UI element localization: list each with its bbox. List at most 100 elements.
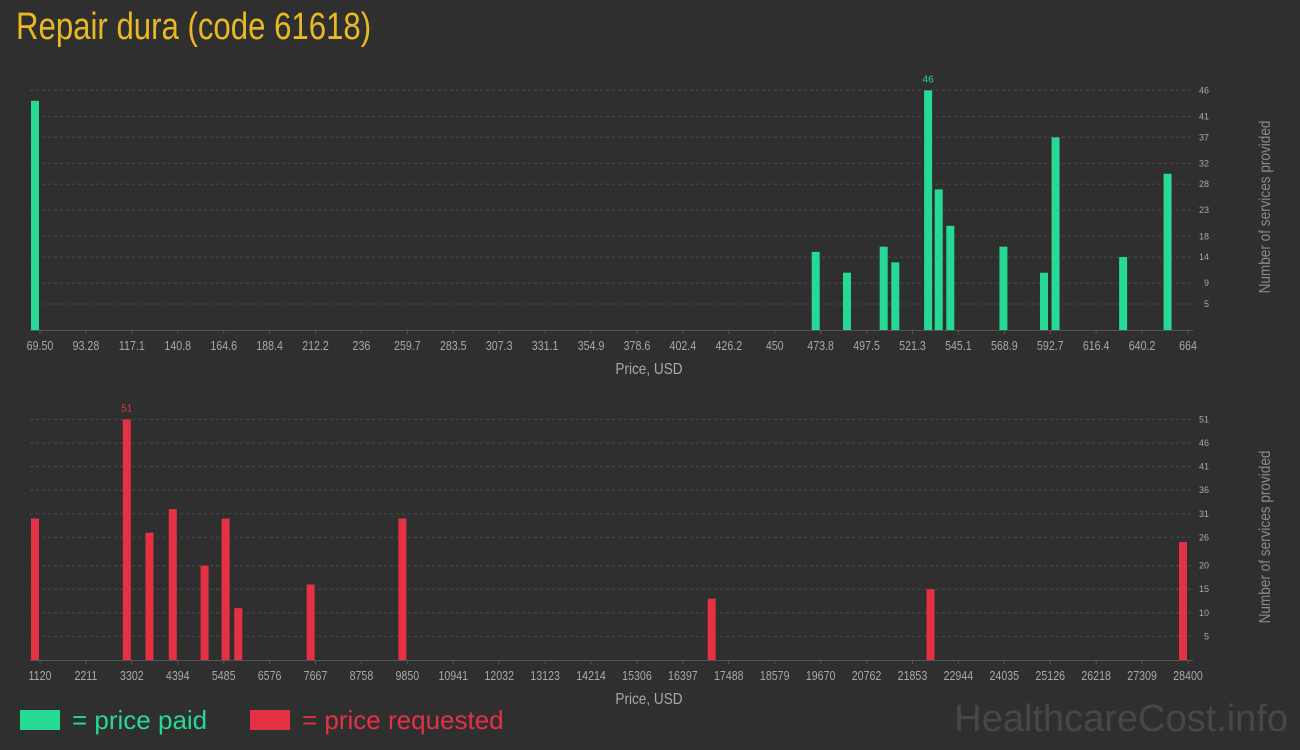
x-tick-label: 426.2 <box>715 338 742 353</box>
x-tick-label: 5485 <box>212 668 236 683</box>
x-tick-label: 25126 <box>1035 668 1065 683</box>
x-axis-title: Price, USD <box>615 361 682 378</box>
x-tick-label: 16397 <box>668 668 698 683</box>
x-tick-label: 15306 <box>622 668 652 683</box>
bar <box>306 584 315 660</box>
y-tick-label: 18 <box>1199 231 1209 241</box>
legend-price-paid: = price paid <box>20 705 207 735</box>
x-tick-label: 21853 <box>898 668 928 683</box>
bar <box>934 189 943 330</box>
x-tick-label: 616.4 <box>1083 338 1110 353</box>
x-tick-label: 19670 <box>806 668 836 683</box>
x-tick-label: 283.5 <box>440 338 467 353</box>
watermark: HealthcareCost.info <box>954 698 1288 740</box>
y-tick-label: 37 <box>1199 132 1209 142</box>
bar <box>31 518 39 660</box>
x-tick-label: 236 <box>353 338 371 353</box>
x-tick-label: 18579 <box>760 668 790 683</box>
y-tick-label: 5 <box>1204 631 1209 641</box>
x-tick-label: 14214 <box>576 668 606 683</box>
x-tick-label: 27309 <box>1127 668 1157 683</box>
x-tick-label: 24035 <box>990 668 1020 683</box>
y-tick-label: 41 <box>1199 111 1209 121</box>
x-tick-label: 164.6 <box>210 338 237 353</box>
y-tick-label: 46 <box>1199 85 1209 95</box>
y-tick-label: 51 <box>1199 414 1209 424</box>
legend-paid-swatch <box>20 710 60 730</box>
x-tick-label: 664 <box>1179 338 1197 353</box>
bar <box>31 100 39 330</box>
x-tick-label: 568.9 <box>991 338 1018 353</box>
x-tick-label: 640.2 <box>1129 338 1156 353</box>
peak-data-label: 51 <box>121 403 133 414</box>
bar <box>398 518 407 660</box>
bar <box>122 419 131 660</box>
x-tick-label: 69.50 <box>27 338 54 353</box>
x-tick-label: 17488 <box>714 668 744 683</box>
x-tick-label: 12032 <box>484 668 514 683</box>
x-tick-label: 6576 <box>258 668 282 683</box>
bar <box>926 589 935 660</box>
y-tick-label: 5 <box>1204 299 1209 309</box>
x-tick-label: 3302 <box>120 668 144 683</box>
x-tick-label: 93.28 <box>73 338 100 353</box>
x-tick-label: 28400 <box>1173 668 1203 683</box>
bar <box>1179 542 1187 660</box>
x-tick-label: 13123 <box>530 668 560 683</box>
bar <box>946 225 955 330</box>
chart-requested: 5 10 15 20 26 31 36 41 46 51 1120 2211 3302 4394 5485 6… <box>29 403 1275 708</box>
x-tick-label: 9850 <box>396 668 420 683</box>
y-tick-label: 36 <box>1199 485 1209 495</box>
y-axis-title: Number of services provided <box>1257 121 1274 294</box>
bar <box>1039 272 1048 330</box>
peak-data-label: 46 <box>923 74 935 85</box>
bar <box>879 246 888 330</box>
x-tick-label: 473.8 <box>807 338 834 353</box>
bar <box>1051 137 1060 330</box>
legend-paid-label: = price paid <box>72 704 208 735</box>
x-tick-label: 4394 <box>166 668 190 683</box>
x-tick-label: 378.6 <box>624 338 651 353</box>
bar <box>1119 257 1128 330</box>
x-tick-label: 7667 <box>304 668 328 683</box>
x-tick-label: 354.9 <box>578 338 605 353</box>
legend-requested-label: = price requested <box>302 704 504 735</box>
bar <box>168 509 177 660</box>
x-tick-label: 497.5 <box>853 338 880 353</box>
x-tick-label: 1120 <box>29 668 52 683</box>
x-tick-label: 521.3 <box>899 338 926 353</box>
x-tick-label: 8758 <box>350 668 374 683</box>
y-tick-label: 23 <box>1199 205 1209 215</box>
x-tick-label: 212.2 <box>302 338 329 353</box>
y-tick-label: 31 <box>1199 509 1209 519</box>
bar <box>145 532 154 660</box>
x-tick-label: 26218 <box>1081 668 1111 683</box>
bar <box>234 608 243 660</box>
x-tick-label: 259.7 <box>394 338 421 353</box>
chart-paid: 5 9 14 18 23 28 32 37 41 46 69.50 93.28 117.1 140.8 16… <box>27 74 1275 378</box>
y-tick-label: 41 <box>1199 462 1209 472</box>
page-title: Repair dura (code 61618) <box>16 6 372 48</box>
bar <box>707 598 716 660</box>
y-tick-label: 15 <box>1199 584 1209 594</box>
legend-requested-swatch <box>250 710 290 730</box>
y-tick-label: 46 <box>1199 438 1209 448</box>
bar <box>843 272 851 330</box>
y-axis-title: Number of services provided <box>1257 451 1274 624</box>
y-tick-label: 32 <box>1199 158 1209 168</box>
x-tick-label: 20762 <box>852 668 882 683</box>
y-tick-label: 9 <box>1204 278 1209 288</box>
y-tick-label: 10 <box>1199 608 1209 618</box>
legend-price-requested: = price requested <box>250 705 504 735</box>
x-tick-label: 188.4 <box>256 338 283 353</box>
x-axis-title: Price, USD <box>615 691 682 708</box>
x-tick-label: 10941 <box>438 668 468 683</box>
bar <box>811 251 820 330</box>
bar <box>200 565 209 660</box>
y-tick-label: 20 <box>1199 561 1209 571</box>
bar <box>924 90 933 331</box>
x-tick-label: 450 <box>766 338 784 353</box>
x-tick-label: 331.1 <box>532 338 559 353</box>
y-tick-label: 14 <box>1199 252 1209 262</box>
